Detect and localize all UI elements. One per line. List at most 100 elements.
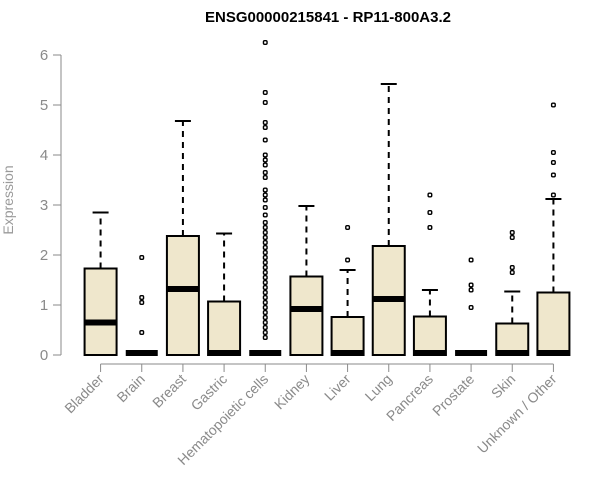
outlier-point — [262, 325, 268, 331]
y-axis: 0 1 2 3 4 5 6 — [40, 47, 62, 364]
outlier-point — [345, 224, 351, 230]
box-rect — [83, 267, 118, 356]
x-tick-label: Kidney — [271, 371, 313, 413]
box-rect — [207, 300, 242, 356]
box-lung — [371, 83, 406, 356]
outlier-point — [262, 310, 268, 316]
outlier-point — [262, 244, 268, 250]
outlier-point — [468, 305, 474, 311]
y-tick-label: 4 — [40, 147, 48, 164]
outlier-point — [139, 295, 145, 301]
outlier-point — [509, 265, 515, 271]
outlier-point — [262, 330, 268, 336]
outlier-point — [262, 315, 268, 321]
outlier-point — [262, 197, 268, 203]
x-tick-label: Skin — [488, 371, 519, 402]
outlier-point — [262, 300, 268, 306]
outlier-point — [139, 254, 145, 260]
outlier-point — [427, 209, 433, 215]
outlier-point — [262, 265, 268, 271]
x-tick-label: Breast — [149, 371, 189, 411]
outlier-point — [262, 290, 268, 296]
outlier-point — [139, 300, 145, 306]
outlier-point — [509, 229, 515, 235]
outlier-point — [262, 99, 268, 105]
y-tick-label: 2 — [40, 247, 48, 264]
box-breast — [165, 120, 200, 356]
outlier-point — [262, 137, 268, 143]
box-skin — [495, 229, 530, 356]
box-prostate — [455, 257, 488, 356]
outlier-point — [262, 234, 268, 240]
x-tick-label: Lung — [362, 371, 395, 404]
y-axis-label: Expression — [0, 165, 16, 234]
outlier-point — [550, 149, 556, 155]
box-rect — [495, 322, 530, 356]
box-kidney — [289, 205, 324, 356]
outlier-point — [468, 257, 474, 263]
outlier-point — [262, 280, 268, 286]
outlier-point — [262, 152, 268, 158]
y-tick-label: 3 — [40, 197, 48, 214]
y-tick-label: 6 — [40, 47, 48, 64]
outlier-point — [427, 224, 433, 230]
outlier-point — [262, 174, 268, 180]
outlier-point — [468, 282, 474, 288]
outlier-point — [262, 224, 268, 230]
outlier-point — [262, 335, 268, 341]
outlier-point — [345, 257, 351, 263]
outlier-point — [262, 162, 268, 168]
chart-title: ENSG00000215841 - RP11-800A3.2 — [205, 9, 451, 26]
box-liver — [330, 224, 365, 356]
outlier-point — [262, 204, 268, 210]
outlier-point — [427, 192, 433, 198]
outlier-point — [509, 270, 515, 276]
x-tick-label: Brain — [113, 371, 147, 405]
box-brain — [125, 254, 158, 356]
outlier-point — [262, 89, 268, 95]
box-unknown-other — [536, 102, 571, 356]
outlier-point — [262, 320, 268, 326]
outlier-point — [262, 295, 268, 301]
outlier-point — [262, 40, 268, 46]
box-rect — [289, 275, 324, 356]
outlier-point — [262, 169, 268, 175]
outlier-point — [262, 119, 268, 125]
outlier-point — [262, 249, 268, 255]
outlier-point — [262, 212, 268, 218]
box-rect — [330, 316, 365, 356]
box-pancreas — [412, 192, 447, 356]
y-tick-label: 5 — [40, 97, 48, 114]
x-tick-label: Liver — [321, 371, 354, 404]
outlier-point — [550, 172, 556, 178]
box-gastric — [207, 232, 242, 356]
box-bladder — [83, 211, 118, 356]
y-tick-label: 1 — [40, 297, 48, 314]
outlier-point — [550, 102, 556, 108]
x-tick-label: Prostate — [429, 371, 477, 419]
outlier-point — [262, 192, 268, 198]
outlier-point — [262, 305, 268, 311]
outlier-point — [262, 254, 268, 260]
outlier-point — [509, 234, 515, 240]
outlier-point — [550, 159, 556, 165]
outlier-point — [262, 229, 268, 235]
box-rect — [165, 235, 200, 356]
outlier-point — [262, 260, 268, 266]
outlier-point — [262, 239, 268, 245]
outlier-point — [262, 187, 268, 193]
outlier-point — [262, 285, 268, 291]
outlier-point — [262, 270, 268, 276]
outlier-point — [262, 124, 268, 130]
x-tick-label: Bladder — [61, 371, 107, 417]
outlier-point — [550, 192, 556, 198]
outlier-point — [468, 287, 474, 293]
box-rect — [412, 315, 447, 356]
plot-area — [83, 40, 571, 356]
outlier-point — [262, 219, 268, 225]
outlier-point — [262, 275, 268, 281]
outlier-point — [262, 157, 268, 163]
outlier-point — [139, 330, 145, 336]
